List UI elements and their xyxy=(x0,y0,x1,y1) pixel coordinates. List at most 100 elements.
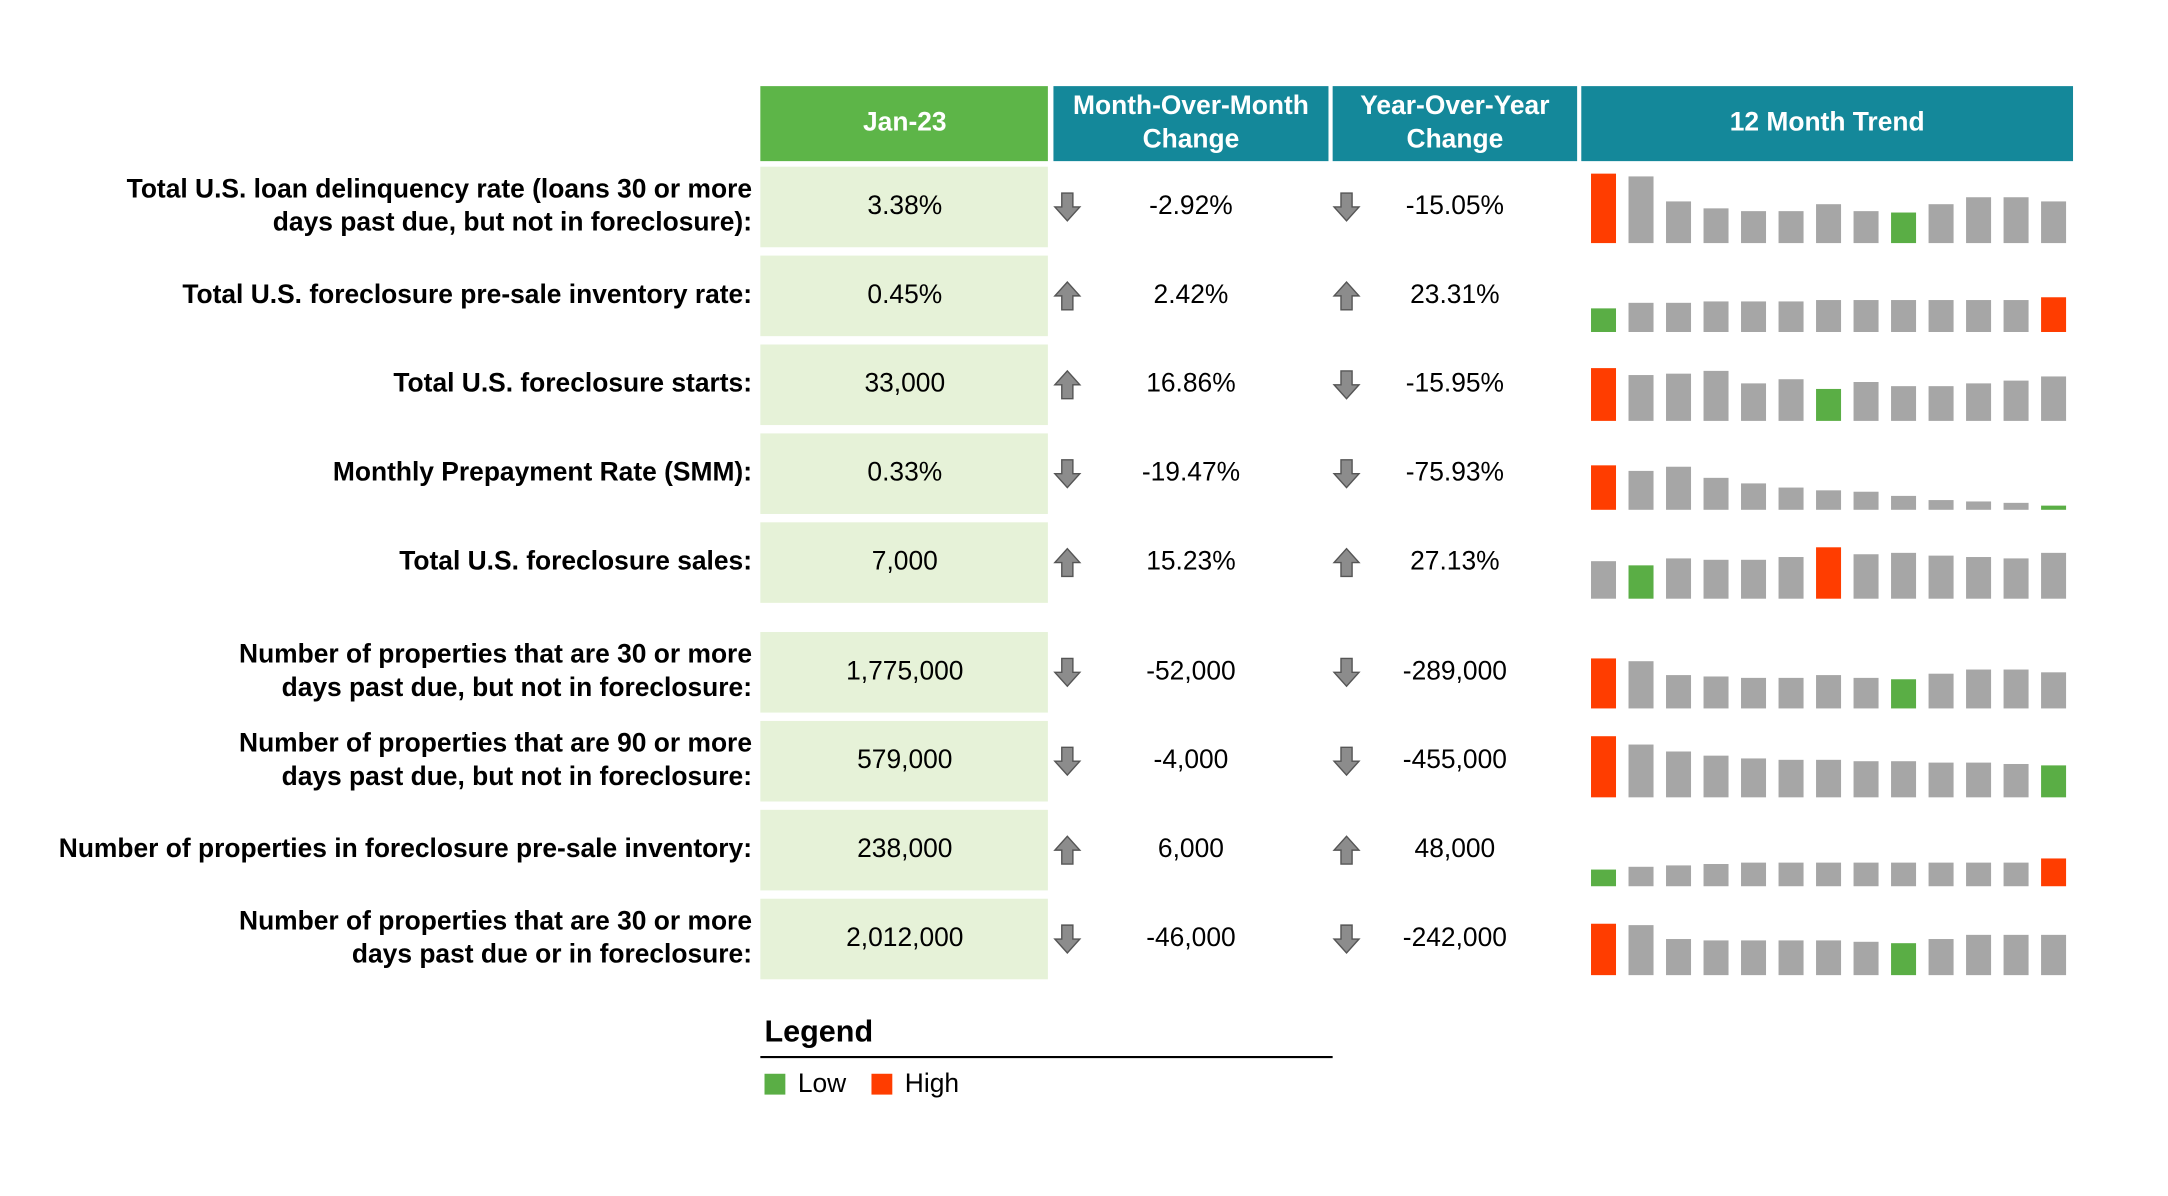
row-label: Total U.S. loan delinquency rate (loans … xyxy=(127,173,752,203)
trend-bar xyxy=(2003,862,2029,887)
trend-bar xyxy=(1703,940,1729,976)
trend-bar xyxy=(1703,370,1729,421)
trend-bar xyxy=(1741,301,1767,332)
yoy-change: -75.93% xyxy=(1406,457,1504,487)
trend-bar xyxy=(1778,759,1804,798)
header-text: Month-Over-Month xyxy=(1073,90,1309,120)
header-text: Change xyxy=(1407,123,1504,153)
trend-bar xyxy=(1928,204,1954,244)
value-cell xyxy=(760,632,1048,713)
trend-bar xyxy=(1666,939,1692,976)
yoy-change: -15.05% xyxy=(1406,190,1504,220)
yoy-change: -289,000 xyxy=(1403,655,1507,685)
arrow-up xyxy=(1053,835,1082,865)
arrow-up xyxy=(1053,547,1082,578)
trend-bar xyxy=(1816,675,1842,709)
trend-bar xyxy=(1966,557,1992,599)
trend-bar xyxy=(2003,197,2029,244)
trend-bar xyxy=(1928,862,1954,887)
value-cell xyxy=(760,809,1048,891)
arrow-down xyxy=(1053,459,1082,489)
yoy-change: 48,000 xyxy=(1415,833,1496,863)
trend-bar xyxy=(1628,176,1654,244)
row-label: Total U.S. foreclosure starts: xyxy=(393,368,752,398)
row-label: days past due or in foreclosure: xyxy=(352,939,752,969)
trend-bar xyxy=(1778,940,1804,976)
trend-bar xyxy=(2041,858,2067,887)
trend-bar xyxy=(1853,761,1879,798)
row-label: Number of properties that are 30 or more xyxy=(239,905,752,935)
value: 0.33% xyxy=(867,457,942,487)
row-label: Number of properties in foreclosure pre-… xyxy=(59,833,752,863)
arrow-up xyxy=(1332,547,1361,578)
trend-bar xyxy=(1666,751,1692,798)
mom-change: -46,000 xyxy=(1146,922,1235,952)
header-cell xyxy=(1053,86,1329,162)
trend-bar xyxy=(1853,677,1879,709)
trend-bar xyxy=(1816,940,1842,976)
value: 33,000 xyxy=(864,368,945,398)
yoy-change: -242,000 xyxy=(1403,922,1507,952)
row-label: Total U.S. foreclosure sales: xyxy=(399,546,752,576)
trend-bar xyxy=(1966,762,1992,798)
arrow-up xyxy=(1053,369,1082,400)
trend-bar xyxy=(1703,301,1729,332)
header-cell xyxy=(1332,86,1578,162)
mom-change: -2.92% xyxy=(1149,190,1233,220)
trend-bar xyxy=(1741,211,1767,244)
mom-change: 6,000 xyxy=(1158,833,1224,863)
trend-bar xyxy=(1891,862,1917,887)
value: 3.38% xyxy=(867,190,942,220)
legend-label: High xyxy=(905,1068,959,1098)
trend-bar xyxy=(2041,552,2067,599)
trend-bar xyxy=(1741,940,1767,976)
trend-bar xyxy=(1928,762,1954,798)
trend-bar xyxy=(1816,388,1842,421)
trend-bar xyxy=(1741,758,1767,798)
trend-bar xyxy=(1853,381,1879,421)
trend-bar xyxy=(1966,300,1992,332)
trend-bar xyxy=(1703,208,1729,244)
trend-bar xyxy=(1591,923,1617,976)
value: 238,000 xyxy=(857,833,952,863)
arrow-up xyxy=(1332,835,1361,865)
trend-bar xyxy=(1928,300,1954,332)
trend-bar xyxy=(1778,862,1804,887)
trend-bar xyxy=(1816,862,1842,887)
trend-bar xyxy=(1891,212,1917,244)
arrow-down xyxy=(1053,192,1082,222)
trend-bar xyxy=(1628,375,1654,421)
mom-change: -19.47% xyxy=(1142,457,1240,487)
trend-bar xyxy=(2041,201,2067,244)
yoy-change: 27.13% xyxy=(1410,546,1499,576)
yoy-change: 23.31% xyxy=(1410,279,1499,309)
trend-bar xyxy=(1966,383,1992,421)
trend-bar xyxy=(1703,676,1729,709)
trend-bar xyxy=(1666,201,1692,244)
trend-bar xyxy=(1703,477,1729,510)
trend-bar xyxy=(1628,470,1654,510)
trend-bar xyxy=(1816,204,1842,244)
yoy-change: -15.95% xyxy=(1406,368,1504,398)
trend-bar xyxy=(1853,862,1879,887)
trend-bar xyxy=(1666,302,1692,332)
trend-bar xyxy=(1628,661,1654,709)
trend-bar xyxy=(2003,669,2029,709)
trend-bar xyxy=(2003,558,2029,599)
trend-bar xyxy=(1928,555,1954,599)
trend-bar xyxy=(1853,300,1879,332)
arrow-down xyxy=(1053,657,1082,688)
trend-bar xyxy=(1741,677,1767,709)
row-label: days past due, but not in foreclosure): xyxy=(273,207,752,237)
trend-bar xyxy=(1703,755,1729,798)
mom-change: 16.86% xyxy=(1146,368,1235,398)
yoy-change: -455,000 xyxy=(1403,744,1507,774)
trend-bar xyxy=(1816,490,1842,510)
trend-bar xyxy=(1891,552,1917,599)
trend-bar xyxy=(1816,759,1842,798)
mom-change: -4,000 xyxy=(1154,744,1229,774)
trend-bar xyxy=(1891,495,1917,510)
trend-bar xyxy=(2003,934,2029,976)
trend-bar xyxy=(1591,368,1617,421)
